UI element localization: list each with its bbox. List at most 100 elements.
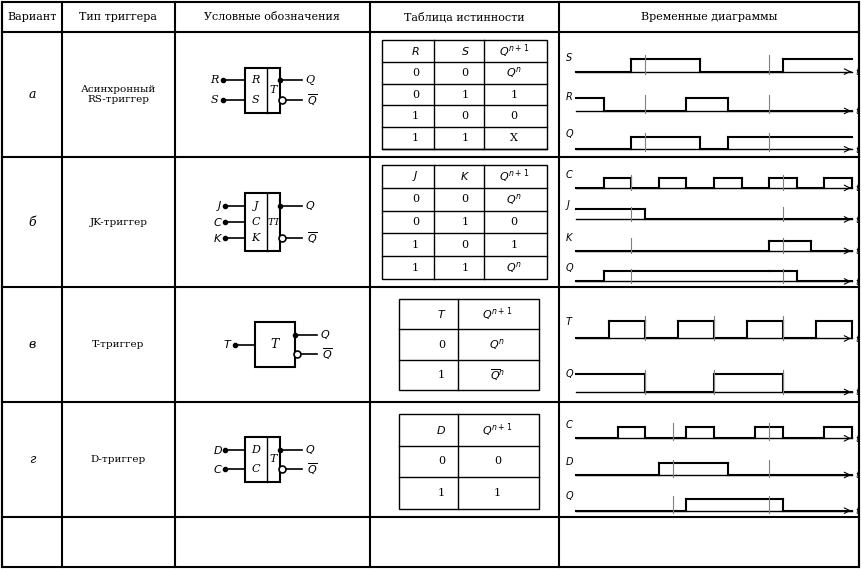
Text: T: T xyxy=(269,455,277,464)
Text: $Q$: $Q$ xyxy=(565,368,573,380)
Text: $Q$: $Q$ xyxy=(319,328,330,341)
Text: 1: 1 xyxy=(493,488,500,498)
Text: 0: 0 xyxy=(461,240,468,250)
Text: в: в xyxy=(28,338,35,351)
Text: $D$: $D$ xyxy=(565,455,573,467)
Text: K: K xyxy=(251,233,259,244)
Text: $Q^n$: $Q^n$ xyxy=(505,260,522,275)
Text: 1: 1 xyxy=(461,263,468,273)
Text: T: T xyxy=(270,338,278,351)
Text: $D$: $D$ xyxy=(436,424,446,436)
Text: 0: 0 xyxy=(511,112,517,121)
Text: 0: 0 xyxy=(437,340,444,349)
Text: $t$: $t$ xyxy=(854,144,859,155)
Text: 0: 0 xyxy=(461,194,468,204)
Text: $t$: $t$ xyxy=(854,105,859,117)
Text: $T$: $T$ xyxy=(565,315,573,327)
Text: Тип триггера: Тип триггера xyxy=(79,12,158,22)
Text: C: C xyxy=(251,217,260,227)
Text: 1: 1 xyxy=(437,370,444,380)
Text: $Q^n$: $Q^n$ xyxy=(505,65,522,80)
Text: 1: 1 xyxy=(412,133,418,143)
Text: Q: Q xyxy=(306,75,314,85)
Text: $Q$: $Q$ xyxy=(565,261,573,274)
Text: 0: 0 xyxy=(437,456,444,467)
Text: $K$: $K$ xyxy=(459,170,469,183)
Text: $Q^{n+1}$: $Q^{n+1}$ xyxy=(481,306,511,323)
Text: 1: 1 xyxy=(412,263,418,273)
Text: Таблица истинности: Таблица истинности xyxy=(404,12,524,22)
Bar xyxy=(382,165,547,279)
Text: $T$: $T$ xyxy=(223,339,232,351)
Text: $J$: $J$ xyxy=(412,170,418,183)
Text: $J$: $J$ xyxy=(565,198,571,212)
Text: $D$: $D$ xyxy=(213,444,222,456)
Text: $C$: $C$ xyxy=(565,168,573,180)
Text: 0: 0 xyxy=(412,68,418,78)
Bar xyxy=(245,68,279,113)
Text: 1: 1 xyxy=(437,488,444,498)
Text: $\overline{Q}$: $\overline{Q}$ xyxy=(307,92,317,108)
Text: 1: 1 xyxy=(511,89,517,100)
Text: $K$: $K$ xyxy=(565,232,573,244)
Bar xyxy=(245,437,279,482)
Text: $Q$: $Q$ xyxy=(304,443,314,456)
Text: 0: 0 xyxy=(461,112,468,121)
Bar xyxy=(399,299,539,390)
Text: Временные диаграммы: Временные диаграммы xyxy=(640,12,777,22)
Text: C: C xyxy=(251,464,260,475)
Text: $Q^n$: $Q^n$ xyxy=(489,337,505,352)
Text: $S$: $S$ xyxy=(565,51,573,63)
Text: $Q$: $Q$ xyxy=(565,489,573,502)
Text: 1: 1 xyxy=(511,240,517,250)
Text: T: T xyxy=(269,85,277,95)
Text: X: X xyxy=(510,133,517,143)
Text: б: б xyxy=(28,216,35,229)
Text: $Q^n$: $Q^n$ xyxy=(505,192,522,207)
Text: Условные обозначения: Условные обозначения xyxy=(204,12,340,22)
Text: $t$: $t$ xyxy=(854,183,859,193)
Text: S: S xyxy=(211,95,219,105)
Text: D: D xyxy=(251,444,260,455)
Text: $Q$: $Q$ xyxy=(565,127,573,141)
Text: $t$: $t$ xyxy=(854,333,859,344)
Text: R: R xyxy=(251,75,259,85)
Text: Вариант: Вариант xyxy=(7,12,57,22)
Text: 0: 0 xyxy=(412,217,418,227)
Text: $t$: $t$ xyxy=(854,505,859,516)
Text: 1: 1 xyxy=(461,89,468,100)
Text: $T$: $T$ xyxy=(437,308,446,320)
Text: $C$: $C$ xyxy=(213,216,222,228)
Text: $t$: $t$ xyxy=(854,214,859,225)
Bar xyxy=(399,414,539,509)
Text: 0: 0 xyxy=(412,194,418,204)
Text: $t$: $t$ xyxy=(854,276,859,287)
Text: T-триггер: T-триггер xyxy=(92,340,145,349)
Text: $Q^{n+1}$: $Q^{n+1}$ xyxy=(499,42,529,60)
Text: $\overline{Q}$: $\overline{Q}$ xyxy=(307,461,317,477)
Text: $t$: $t$ xyxy=(854,66,859,77)
Text: 1: 1 xyxy=(461,217,468,227)
Text: $K$: $K$ xyxy=(213,232,222,244)
Text: $t$: $t$ xyxy=(854,433,859,444)
Text: $\overline{Q}$: $\overline{Q}$ xyxy=(321,347,332,362)
Text: 0: 0 xyxy=(511,217,517,227)
Text: $t$: $t$ xyxy=(854,245,859,257)
Text: $\overline{Q}$: $\overline{Q}$ xyxy=(307,230,317,246)
Text: 1: 1 xyxy=(412,240,418,250)
Bar xyxy=(245,193,279,251)
Text: TT: TT xyxy=(267,217,280,226)
Text: 0: 0 xyxy=(493,456,500,467)
Text: JK-триггер: JK-триггер xyxy=(90,217,147,226)
Bar xyxy=(382,40,547,149)
Text: 1: 1 xyxy=(412,112,418,121)
Text: а: а xyxy=(28,88,35,101)
Text: $Q^{n+1}$: $Q^{n+1}$ xyxy=(499,168,529,185)
Text: D-триггер: D-триггер xyxy=(90,455,146,464)
Text: Асинхронный
RS-триггер: Асинхронный RS-триггер xyxy=(81,85,156,104)
Text: $S$: $S$ xyxy=(460,45,468,57)
Text: $Q$: $Q$ xyxy=(304,199,314,212)
Text: $C$: $C$ xyxy=(565,418,573,430)
Text: $Q^{n+1}$: $Q^{n+1}$ xyxy=(481,421,511,439)
Text: $t$: $t$ xyxy=(854,386,859,398)
